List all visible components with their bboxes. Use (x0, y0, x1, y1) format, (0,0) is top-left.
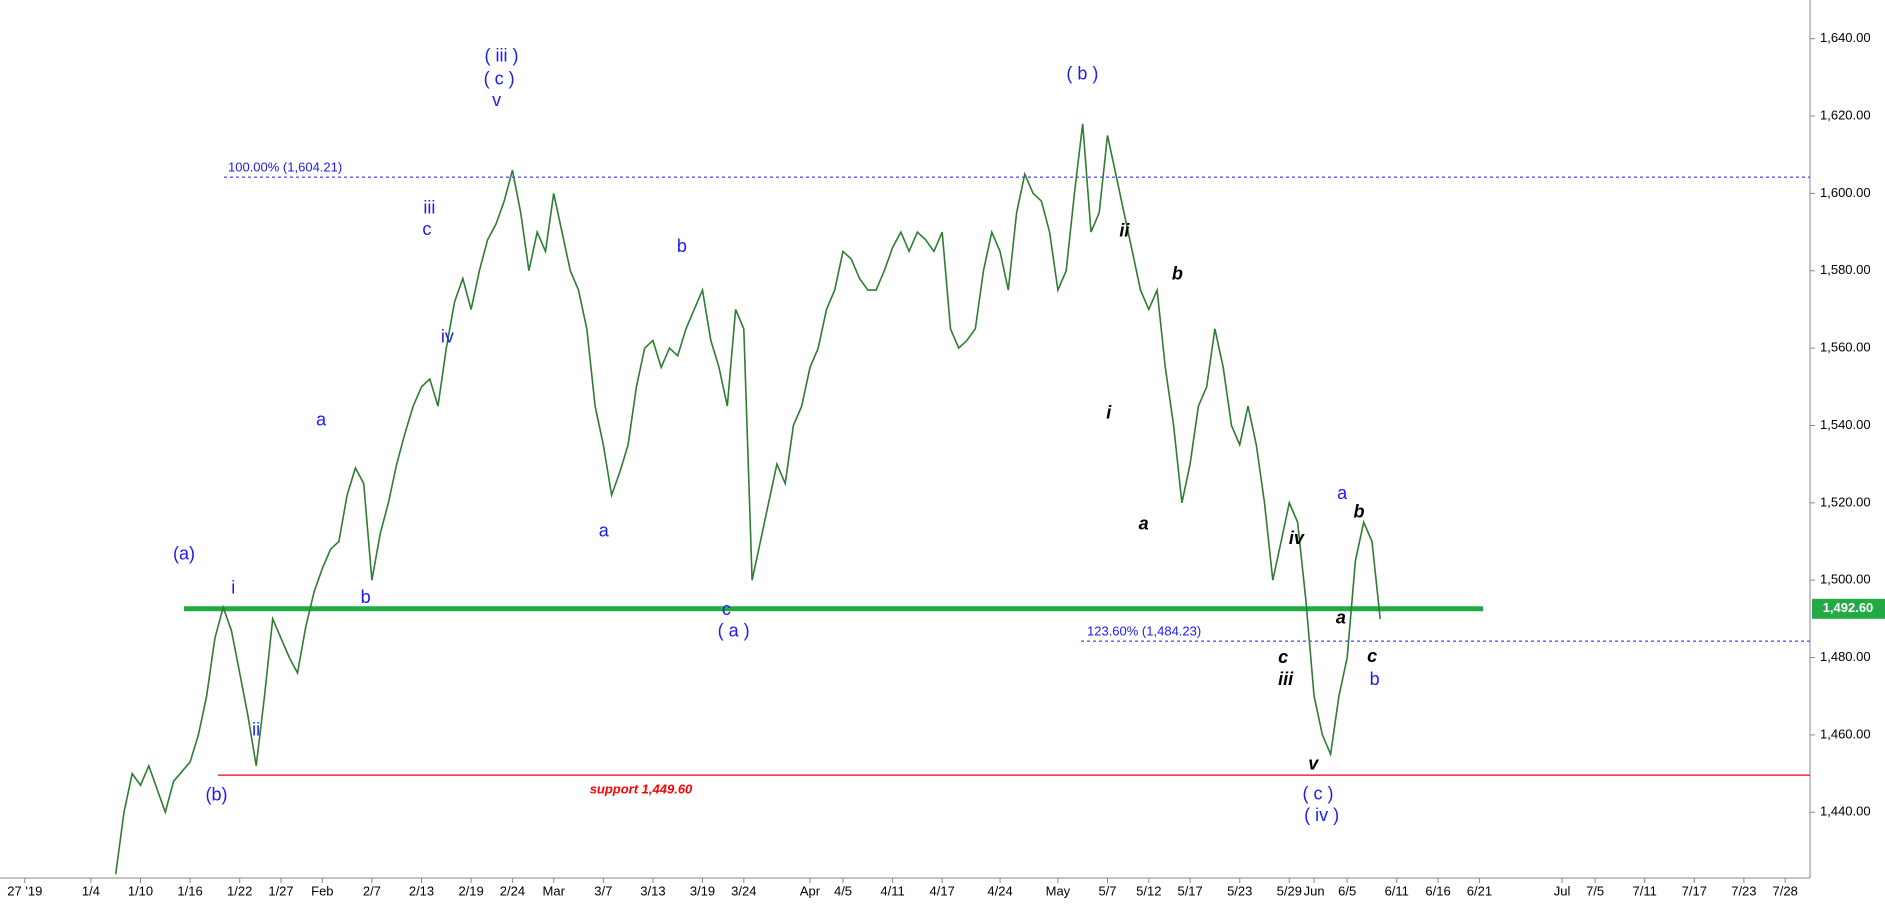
wave-label: iv (1289, 528, 1305, 548)
wave-label: c (1278, 647, 1288, 667)
y-tick-label: 1,620.00 (1820, 107, 1871, 122)
wave-label: v (1308, 753, 1319, 773)
x-tick-label: 5/29 (1277, 883, 1302, 898)
wave-label: a (599, 521, 610, 541)
wave-label: ii (1119, 220, 1130, 240)
wave-label: iv (441, 326, 454, 346)
x-tick-label: Jun (1304, 883, 1325, 898)
x-tick-label: 7/23 (1731, 883, 1756, 898)
x-tick-label: 2/7 (363, 883, 381, 898)
wave-label: ( iv ) (1304, 805, 1339, 825)
y-tick-label: 1,500.00 (1820, 572, 1871, 587)
wave-label: (a) (173, 544, 195, 564)
wave-label: c (422, 219, 431, 239)
wave-label: iii (423, 197, 435, 217)
wave-label: b (361, 587, 371, 607)
price-box (1812, 598, 1885, 619)
x-tick-label: Feb (311, 883, 333, 898)
y-tick-label: 1,460.00 (1820, 726, 1871, 741)
wave-label: i (231, 577, 235, 597)
wave-label: b (677, 236, 687, 256)
x-tick-label: 7/17 (1682, 883, 1707, 898)
x-tick-label: 3/7 (594, 883, 612, 898)
wave-label: c (1367, 646, 1377, 666)
x-tick-label: 7/5 (1586, 883, 1604, 898)
x-tick-label: 3/24 (731, 883, 756, 898)
price-label: 1,492.60 (1823, 600, 1874, 615)
x-tick-label: 1/27 (268, 883, 293, 898)
wave-label: b (1172, 264, 1183, 284)
y-tick-label: 1,540.00 (1820, 417, 1871, 432)
x-tick-label: 6/11 (1385, 883, 1409, 898)
fib-label: 100.00% (1,604.21) (228, 160, 342, 175)
price-line-series (114, 123, 1381, 875)
x-tick-label: 1/10 (128, 883, 153, 898)
x-tick-label: 4/11 (880, 883, 904, 898)
wave-label: ( c ) (1303, 784, 1334, 804)
x-tick-label: May (1046, 883, 1071, 898)
x-tick-label: 1/4 (82, 883, 100, 898)
y-tick-label: 1,640.00 (1820, 30, 1871, 45)
fib-label: 123.60% (1,484.23) (1087, 624, 1201, 639)
x-tick-label: 4/17 (930, 883, 955, 898)
support-label: support 1,449.60 (590, 781, 693, 796)
wave-label: ii (252, 720, 260, 740)
x-tick-label: 5/12 (1136, 883, 1161, 898)
x-tick-label: 7/11 (1633, 883, 1657, 898)
x-tick-label: 4/24 (987, 883, 1012, 898)
wave-label: a (1337, 483, 1348, 503)
x-tick-label: 6/5 (1338, 883, 1356, 898)
y-tick-label: 1,580.00 (1820, 262, 1871, 277)
x-tick-label: 1/22 (227, 883, 252, 898)
wave-label: b (1370, 669, 1380, 689)
x-tick-label: 7/28 (1773, 883, 1798, 898)
x-tick-label: Jul (1554, 883, 1571, 898)
y-tick-label: 1,480.00 (1820, 649, 1871, 664)
wave-label: iii (1278, 669, 1294, 689)
wave-label: ( c ) (484, 68, 515, 88)
x-tick-label: 3/19 (690, 883, 715, 898)
wave-label: ( b ) (1066, 64, 1098, 84)
y-tick-label: 1,440.00 (1820, 804, 1871, 819)
x-tick-label: 5/7 (1098, 883, 1116, 898)
wave-label: c (722, 599, 731, 619)
wave-label: (b) (205, 785, 227, 805)
wave-label: a (1139, 513, 1149, 533)
x-tick-label: 5/17 (1177, 883, 1202, 898)
x-tick-label: 5/23 (1227, 883, 1252, 898)
wave-label: a (1336, 607, 1346, 627)
x-tick-label: 27 '19 (7, 883, 42, 898)
y-tick-label: 1,520.00 (1820, 494, 1871, 509)
x-tick-label: 2/24 (500, 883, 525, 898)
x-tick-label: 3/13 (640, 883, 665, 898)
y-tick-label: 1,600.00 (1820, 185, 1871, 200)
x-tick-label: 6/16 (1425, 883, 1450, 898)
wave-label: ( a ) (718, 621, 750, 641)
x-tick-label: 4/5 (834, 883, 852, 898)
wave-label: i (1106, 402, 1112, 422)
x-tick-label: 6/21 (1467, 883, 1492, 898)
wave-label: v (492, 90, 501, 110)
y-tick-label: 1,560.00 (1820, 340, 1871, 355)
x-tick-label: 1/16 (177, 883, 202, 898)
wave-label: ( iii ) (484, 45, 518, 65)
x-tick-label: Mar (543, 883, 566, 898)
x-tick-label: Apr (800, 883, 821, 898)
wave-label: b (1353, 501, 1364, 521)
x-tick-label: 2/19 (458, 883, 483, 898)
wave-label: a (316, 410, 327, 430)
x-tick-label: 2/13 (409, 883, 434, 898)
